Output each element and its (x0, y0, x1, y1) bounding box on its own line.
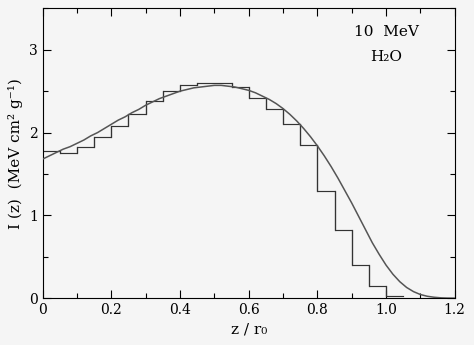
X-axis label: z / r₀: z / r₀ (230, 323, 267, 337)
Text: 10  MeV: 10 MeV (354, 25, 419, 39)
Y-axis label: I (z)  (MeV cm² g⁻¹): I (z) (MeV cm² g⁻¹) (9, 78, 23, 229)
Text: H₂O: H₂O (370, 50, 402, 64)
